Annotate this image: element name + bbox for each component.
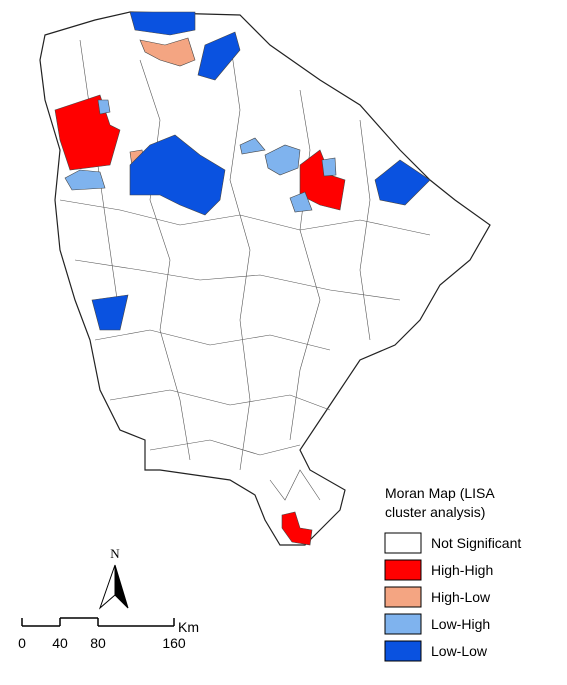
arrow-right [114,564,129,609]
low-high-area [289,191,313,213]
low-low-area [197,31,241,81]
state-map [39,11,491,546]
scale-label: 40 [52,635,68,651]
legend-label: Low-Low [431,643,488,659]
legend-label: High-High [431,562,493,578]
legend-swatch [384,640,422,662]
low-low-area [129,134,226,216]
low-high-area [64,169,106,191]
legend-title: Moran Map (LISA [385,485,495,501]
cluster-areas [54,11,431,546]
low-low-area [374,159,431,206]
legend-swatch [384,613,422,635]
legend-label: High-Low [431,589,491,605]
legend-label: Low-High [431,616,490,632]
low-low-area [129,11,196,36]
legend: Moran Map (LISA cluster analysis) Not Sign… [384,485,521,662]
scale-label: 80 [90,635,106,651]
high-low-area [139,37,196,67]
municipal-borders [59,39,431,501]
scale-label: 0 [18,635,26,651]
north-label: N [110,546,120,561]
state-outline [39,11,491,546]
legend-swatch [384,532,422,554]
scale-label: 160 [162,635,186,651]
legend-title: cluster analysis) [385,504,485,520]
legend-swatch [384,559,422,581]
low-low-area [91,294,129,331]
arrow-left [98,564,116,610]
north-arrow: N [98,546,129,610]
low-high-area [264,144,301,176]
low-high-area [97,99,111,115]
high-high-area [281,511,313,546]
scale-unit: Km [178,619,199,635]
low-high-area [239,137,266,155]
legend-swatch [384,586,422,608]
legend-label: Not Significant [431,535,521,551]
low-high-area [321,157,337,177]
